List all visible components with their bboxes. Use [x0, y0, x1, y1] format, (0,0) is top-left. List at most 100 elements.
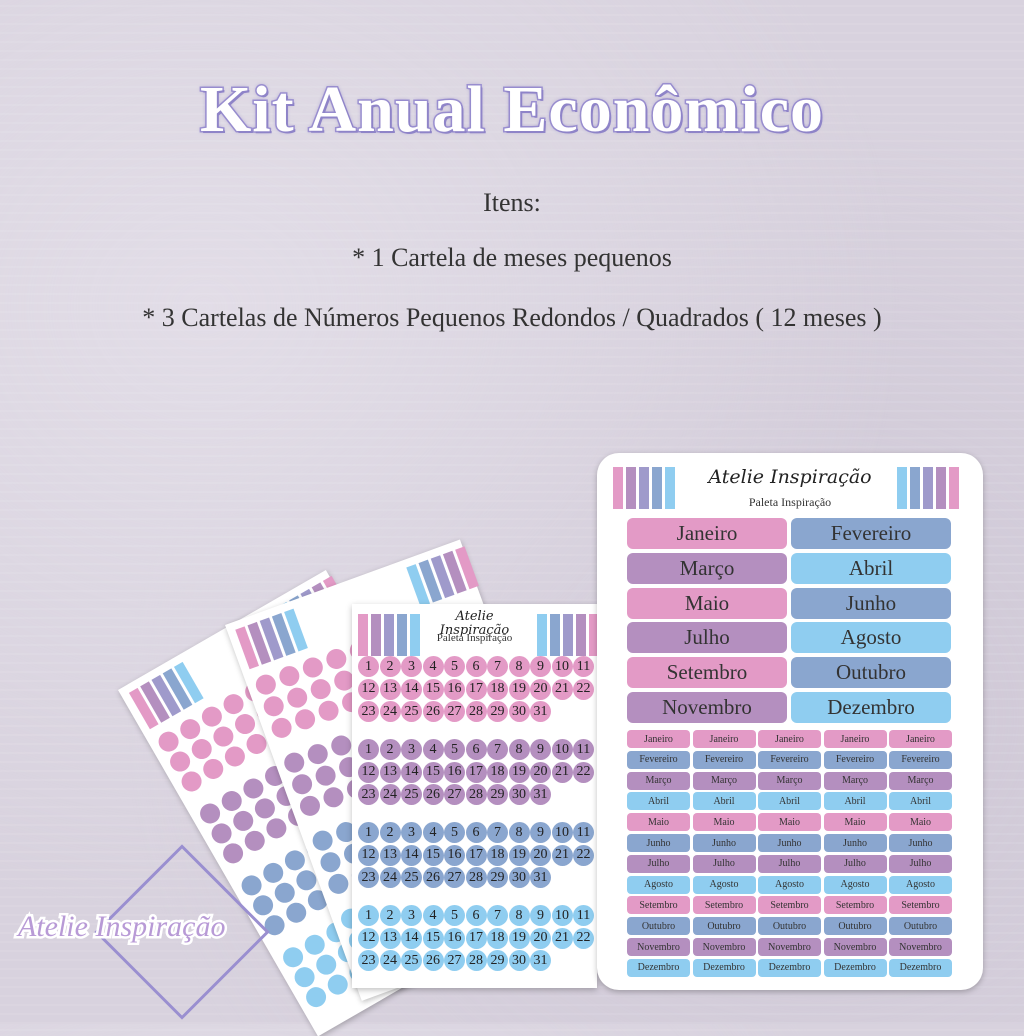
month-sticker-small: Junho [889, 834, 952, 852]
day-number: 10 [551, 656, 573, 677]
day-number: 31 [530, 784, 551, 805]
month-sticker-small: Março [889, 771, 952, 790]
day-number: 19 [508, 844, 530, 866]
month-sticker-small: Novembro [627, 938, 690, 956]
month-sticker-large: Novembro [627, 692, 787, 723]
palette-bar [358, 614, 368, 656]
day-number: 17 [465, 844, 487, 866]
month-sticker-small: Agosto [758, 875, 821, 894]
month-sticker-small: Junho [692, 834, 756, 852]
month-sticker-small: Fevereiro [627, 750, 690, 769]
day-number: 17 [465, 927, 487, 949]
day-number: 29 [487, 784, 508, 805]
month-sticker-large: Janeiro [627, 518, 787, 549]
sticker-dot [320, 784, 347, 811]
sticker-dot [324, 970, 352, 999]
month-sticker-small: Maio [758, 813, 821, 832]
day-number: 3 [401, 822, 422, 843]
day-number: 24 [379, 950, 401, 971]
month-sticker-small: Janeiro [889, 730, 952, 748]
day-number: 20 [530, 844, 551, 866]
month-sticker-small: Abril [889, 792, 952, 811]
day-number: 21 [551, 844, 573, 866]
month-sticker-small: Fevereiro [758, 750, 821, 769]
month-sticker-small: Junho [627, 834, 690, 852]
month-sticker-small: Julho [758, 854, 821, 873]
day-number: 4 [422, 739, 444, 760]
day-number: 28 [465, 701, 487, 722]
day-number: 5 [444, 905, 465, 926]
day-number: 8 [508, 656, 530, 677]
day-number: 22 [573, 761, 594, 783]
month-sticker-small: Outubro [823, 917, 887, 936]
day-number: 24 [379, 867, 401, 888]
day-number: 8 [508, 905, 530, 926]
day-number: 22 [573, 927, 594, 949]
month-sticker-small: Outubro [627, 917, 690, 936]
item-1: * 1 Cartela de meses pequenos [352, 243, 672, 272]
palette-bar [652, 467, 662, 509]
month-sticker-small: Janeiro [627, 730, 690, 748]
month-sticker-small: Julho [823, 854, 887, 873]
month-sticker-large: Setembro [627, 657, 787, 689]
day-number: 18 [487, 678, 508, 700]
day-number: 12 [358, 761, 379, 783]
day-number: 15 [422, 844, 444, 866]
month-sticker-small: Outubro [692, 917, 756, 936]
sticker-dot [304, 741, 331, 767]
month-sticker-small: Julho [889, 854, 952, 873]
number-sheet-front: Atelie Inspiração Paleta Inspiração 1 2 3 4 5 6… [352, 604, 599, 988]
palette-bar [626, 467, 636, 509]
month-sticker-small: Maio [627, 813, 690, 832]
month-sticker-large: Junho [791, 587, 951, 619]
month-sticker-small: Novembro [692, 938, 756, 956]
day-number: 19 [508, 927, 530, 949]
palette-bar [923, 467, 933, 509]
day-number: 2 [379, 656, 401, 677]
day-number: 26 [422, 950, 444, 971]
day-number: 25 [401, 950, 422, 971]
day-number: 3 [401, 739, 422, 760]
day-number: 26 [422, 784, 444, 805]
day-number: 10 [551, 822, 573, 843]
sticker-dot [312, 762, 339, 789]
day-number: 5 [444, 656, 465, 677]
day-number: 12 [358, 678, 379, 700]
palette-bar [639, 467, 649, 509]
item-2: * 3 Cartelas de Números Pequenos Redondo… [142, 303, 882, 332]
items-heading: Itens: [483, 188, 541, 217]
month-sticker-small: Agosto [889, 875, 952, 894]
day-number: 23 [358, 867, 379, 888]
month-sticker-small: Novembro [758, 938, 821, 956]
month-sticker-small: Julho [627, 854, 690, 873]
month-sticker-small: Setembro [627, 896, 690, 915]
sticker-dot [284, 684, 311, 711]
day-number: 5 [444, 822, 465, 843]
sticker-dot [281, 749, 308, 776]
day-number: 27 [444, 950, 465, 971]
month-sticker-small: Fevereiro [692, 750, 756, 769]
sticker-dot [219, 839, 247, 867]
day-number: 8 [508, 739, 530, 760]
day-number: 16 [444, 927, 465, 949]
month-sticker-small: Janeiro [758, 730, 821, 748]
month-sticker-small: Dezembro [692, 958, 756, 977]
day-number: 13 [379, 678, 401, 700]
day-number: 10 [551, 905, 573, 926]
day-number: 17 [465, 678, 487, 700]
day-number: 1 [358, 905, 379, 926]
day-number: 31 [530, 867, 551, 888]
day-number: 3 [401, 905, 422, 926]
sticker-dot [317, 849, 344, 876]
sticker-dot [300, 654, 326, 681]
month-sticker-small: Fevereiro [823, 750, 887, 769]
month-sticker-small: Setembro [692, 896, 756, 915]
day-number: 26 [422, 701, 444, 722]
month-sticker-small: Janeiro [692, 730, 756, 748]
month-sticker-small: Dezembro [758, 958, 821, 977]
day-number: 18 [487, 761, 508, 783]
sticker-dot [328, 732, 355, 759]
palette-bar [613, 467, 623, 509]
day-number: 2 [379, 739, 401, 760]
day-number: 17 [465, 761, 487, 783]
